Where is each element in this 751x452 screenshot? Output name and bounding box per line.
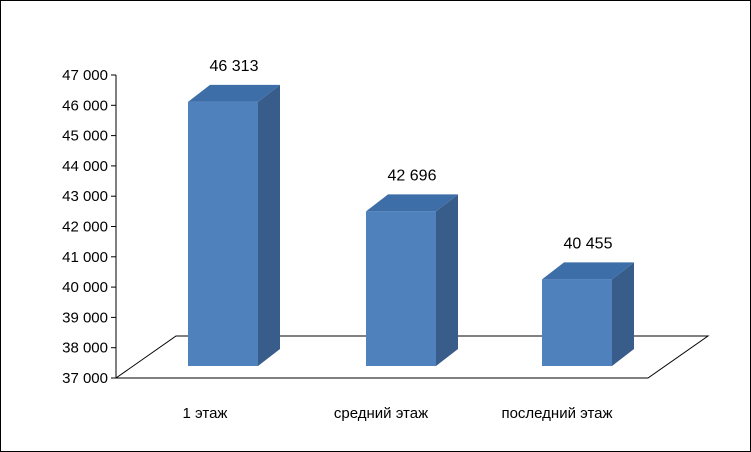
y-tick-label: 46 000 <box>62 97 108 114</box>
y-tick-label: 47 000 <box>62 67 108 84</box>
bar <box>366 211 436 366</box>
y-tick-label: 44 000 <box>62 158 108 175</box>
category-label: 1 этаж <box>183 405 228 422</box>
bars <box>188 84 634 366</box>
category-labels: 1 этаж средний этаж последний этаж <box>183 405 613 422</box>
y-tick-label: 38 000 <box>62 340 108 357</box>
y-tick-label: 43 000 <box>62 188 108 205</box>
data-label: 46 313 <box>210 58 259 75</box>
bar-side <box>612 262 634 366</box>
bar-top <box>366 194 458 212</box>
y-tick-label: 40 000 <box>62 279 108 296</box>
bar <box>542 279 612 366</box>
y-tick-label: 37 000 <box>62 370 108 387</box>
data-label: 42 696 <box>388 167 437 184</box>
y-tick-label: 42 000 <box>62 219 108 236</box>
category-label: последний этаж <box>501 405 612 422</box>
bar-top <box>542 262 634 280</box>
chart-floor <box>114 335 710 379</box>
data-label: 40 455 <box>564 235 613 252</box>
y-tick-label: 39 000 <box>62 309 108 326</box>
bar-side <box>258 84 280 366</box>
bar-side <box>436 194 458 366</box>
bar-top <box>188 84 280 102</box>
floor-plane <box>114 335 710 379</box>
y-tick-label: 45 000 <box>62 128 108 145</box>
category-label: средний этаж <box>334 405 428 422</box>
data-labels: 46 313 42 696 40 455 <box>210 58 613 252</box>
y-tick-label: 41 000 <box>62 249 108 266</box>
value-axis: 37 000 38 000 39 000 40 000 41 000 42 000 43 0… <box>62 67 117 387</box>
bar <box>188 101 258 366</box>
